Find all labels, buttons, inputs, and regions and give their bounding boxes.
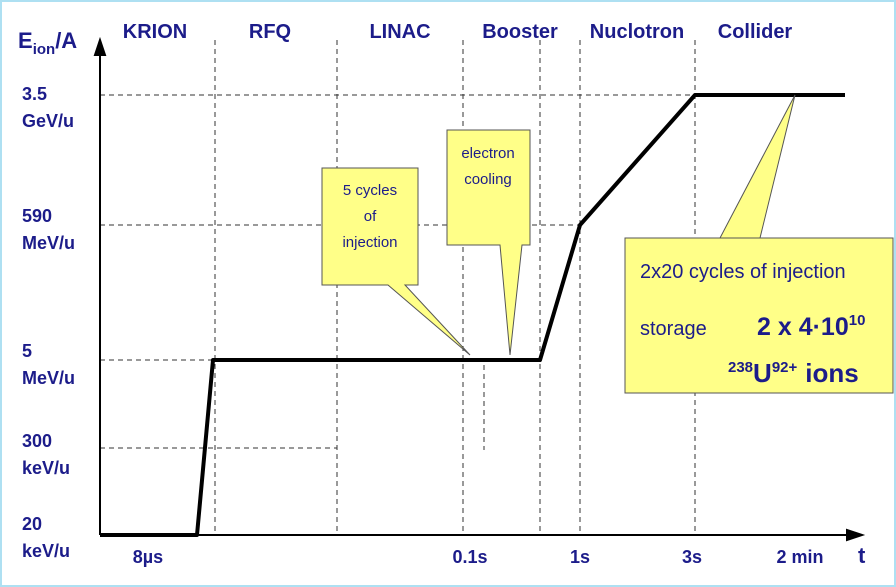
x-label: 3s (682, 547, 702, 567)
y-unit: MeV/u (22, 233, 75, 253)
stage-label: RFQ (249, 21, 291, 43)
x-label: 8µs (133, 547, 163, 567)
y-value: 300 (22, 431, 52, 451)
x-axis-label: t (858, 543, 866, 568)
callout-cooling (446, 129, 531, 356)
storage-expr: 2 x 4·1010 (757, 312, 865, 341)
storage-box (624, 94, 894, 394)
stage-label: LINAC (369, 21, 430, 43)
iso-mass: 238 (728, 359, 753, 376)
stages: KRION RFQ LINAC Booster Nuclotron Collider (123, 21, 793, 43)
callout-line: 5 cycles (343, 182, 397, 199)
iso-charge: 92+ (772, 359, 798, 376)
y-unit: GeV/u (22, 111, 74, 131)
y-label-sub: ion (33, 41, 56, 58)
callout-line: cooling (464, 171, 512, 188)
ions: ions (805, 358, 858, 388)
callout-texts: 5 cycles of injection electron cooling (342, 145, 514, 251)
stage-label: Collider (718, 21, 793, 43)
y-value: 590 (22, 206, 52, 226)
y-unit: MeV/u (22, 368, 75, 388)
x-label: 2 min (776, 547, 823, 567)
y-unit: keV/u (22, 541, 70, 561)
y-value: 20 (22, 514, 42, 534)
isotope: 238U92+ ions (728, 358, 859, 388)
stage-label: Booster (482, 21, 558, 43)
callout-injection (321, 167, 471, 356)
callout-line: injection (342, 234, 397, 251)
x-labels: 8µs 0.1s 1s 3s 2 min (133, 547, 824, 567)
y-axis-label: Eion/A (18, 28, 77, 58)
y-value: 5 (22, 341, 32, 361)
storage-line1: 2x20 cycles of injection (640, 261, 846, 283)
energy-curve (100, 93, 845, 537)
x-label: 1s (570, 547, 590, 567)
y-value: 3.5 (22, 84, 47, 104)
expr-exp: 10 (849, 312, 866, 329)
y-label-suffix: /A (55, 28, 77, 53)
y-label-main: E (18, 28, 33, 53)
storage-label: storage (640, 318, 707, 340)
axes (93, 36, 866, 542)
callout-line: electron (461, 145, 514, 162)
y-labels: 3.5 GeV/u 590 MeV/u 5 MeV/u 300 keV/u 20 keV/u (22, 84, 75, 561)
y-unit: keV/u (22, 458, 70, 478)
x-label: 0.1s (452, 547, 487, 567)
expr-base: 2 x 4·10 (757, 313, 849, 341)
iso-sym: U (753, 358, 772, 388)
stage-label: Nuclotron (590, 21, 684, 43)
callout-line: of (364, 208, 377, 225)
stage-label: KRION (123, 21, 187, 43)
